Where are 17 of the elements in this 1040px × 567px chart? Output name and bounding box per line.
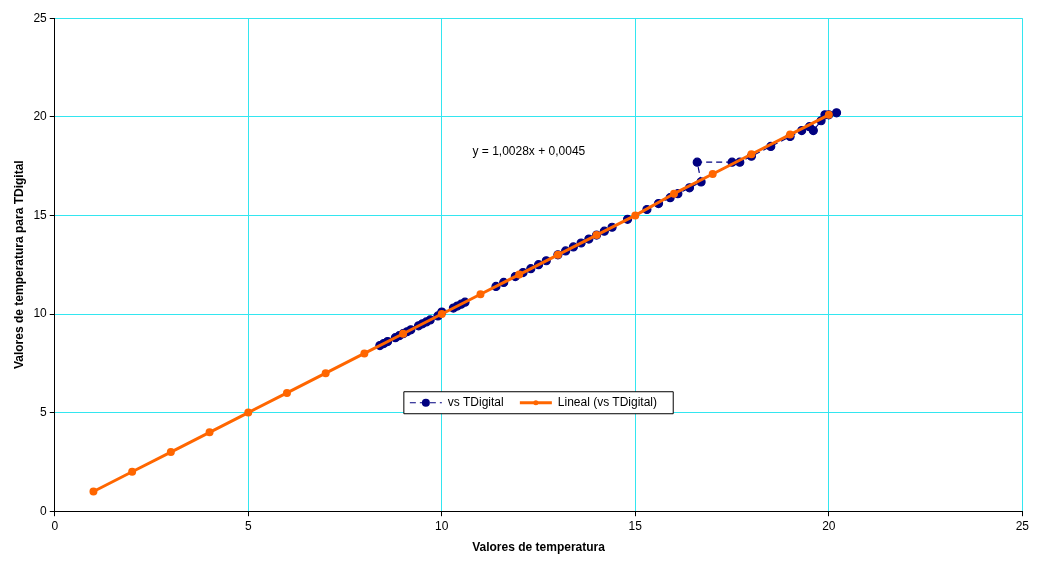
y-tick-label: 0 [40, 503, 48, 518]
y-tick-label: 10 [33, 306, 48, 321]
legend-label: Lineal (vs TDigital) [557, 395, 658, 410]
x-tick-label: 20 [822, 518, 836, 533]
y-tick-label: 25 [33, 10, 48, 25]
y-axis-title: Valores de temperatura para TDigital [11, 160, 26, 370]
y-tick-label: 15 [33, 207, 48, 222]
y-tick-label: 5 [40, 404, 48, 419]
y-tick-label: 20 [33, 109, 48, 124]
x-tick-label: 5 [244, 518, 252, 533]
annotation: y = 1,0028x + 0,0045 [472, 143, 586, 158]
x-tick-label: 25 [1015, 518, 1030, 533]
legend-label: vs TDigital [447, 395, 504, 410]
x-tick-label: 0 [51, 518, 59, 533]
x-tick-label: 15 [628, 518, 643, 533]
x-axis-title: Valores de temperatura [472, 540, 606, 555]
x-tick-label: 10 [435, 518, 449, 533]
